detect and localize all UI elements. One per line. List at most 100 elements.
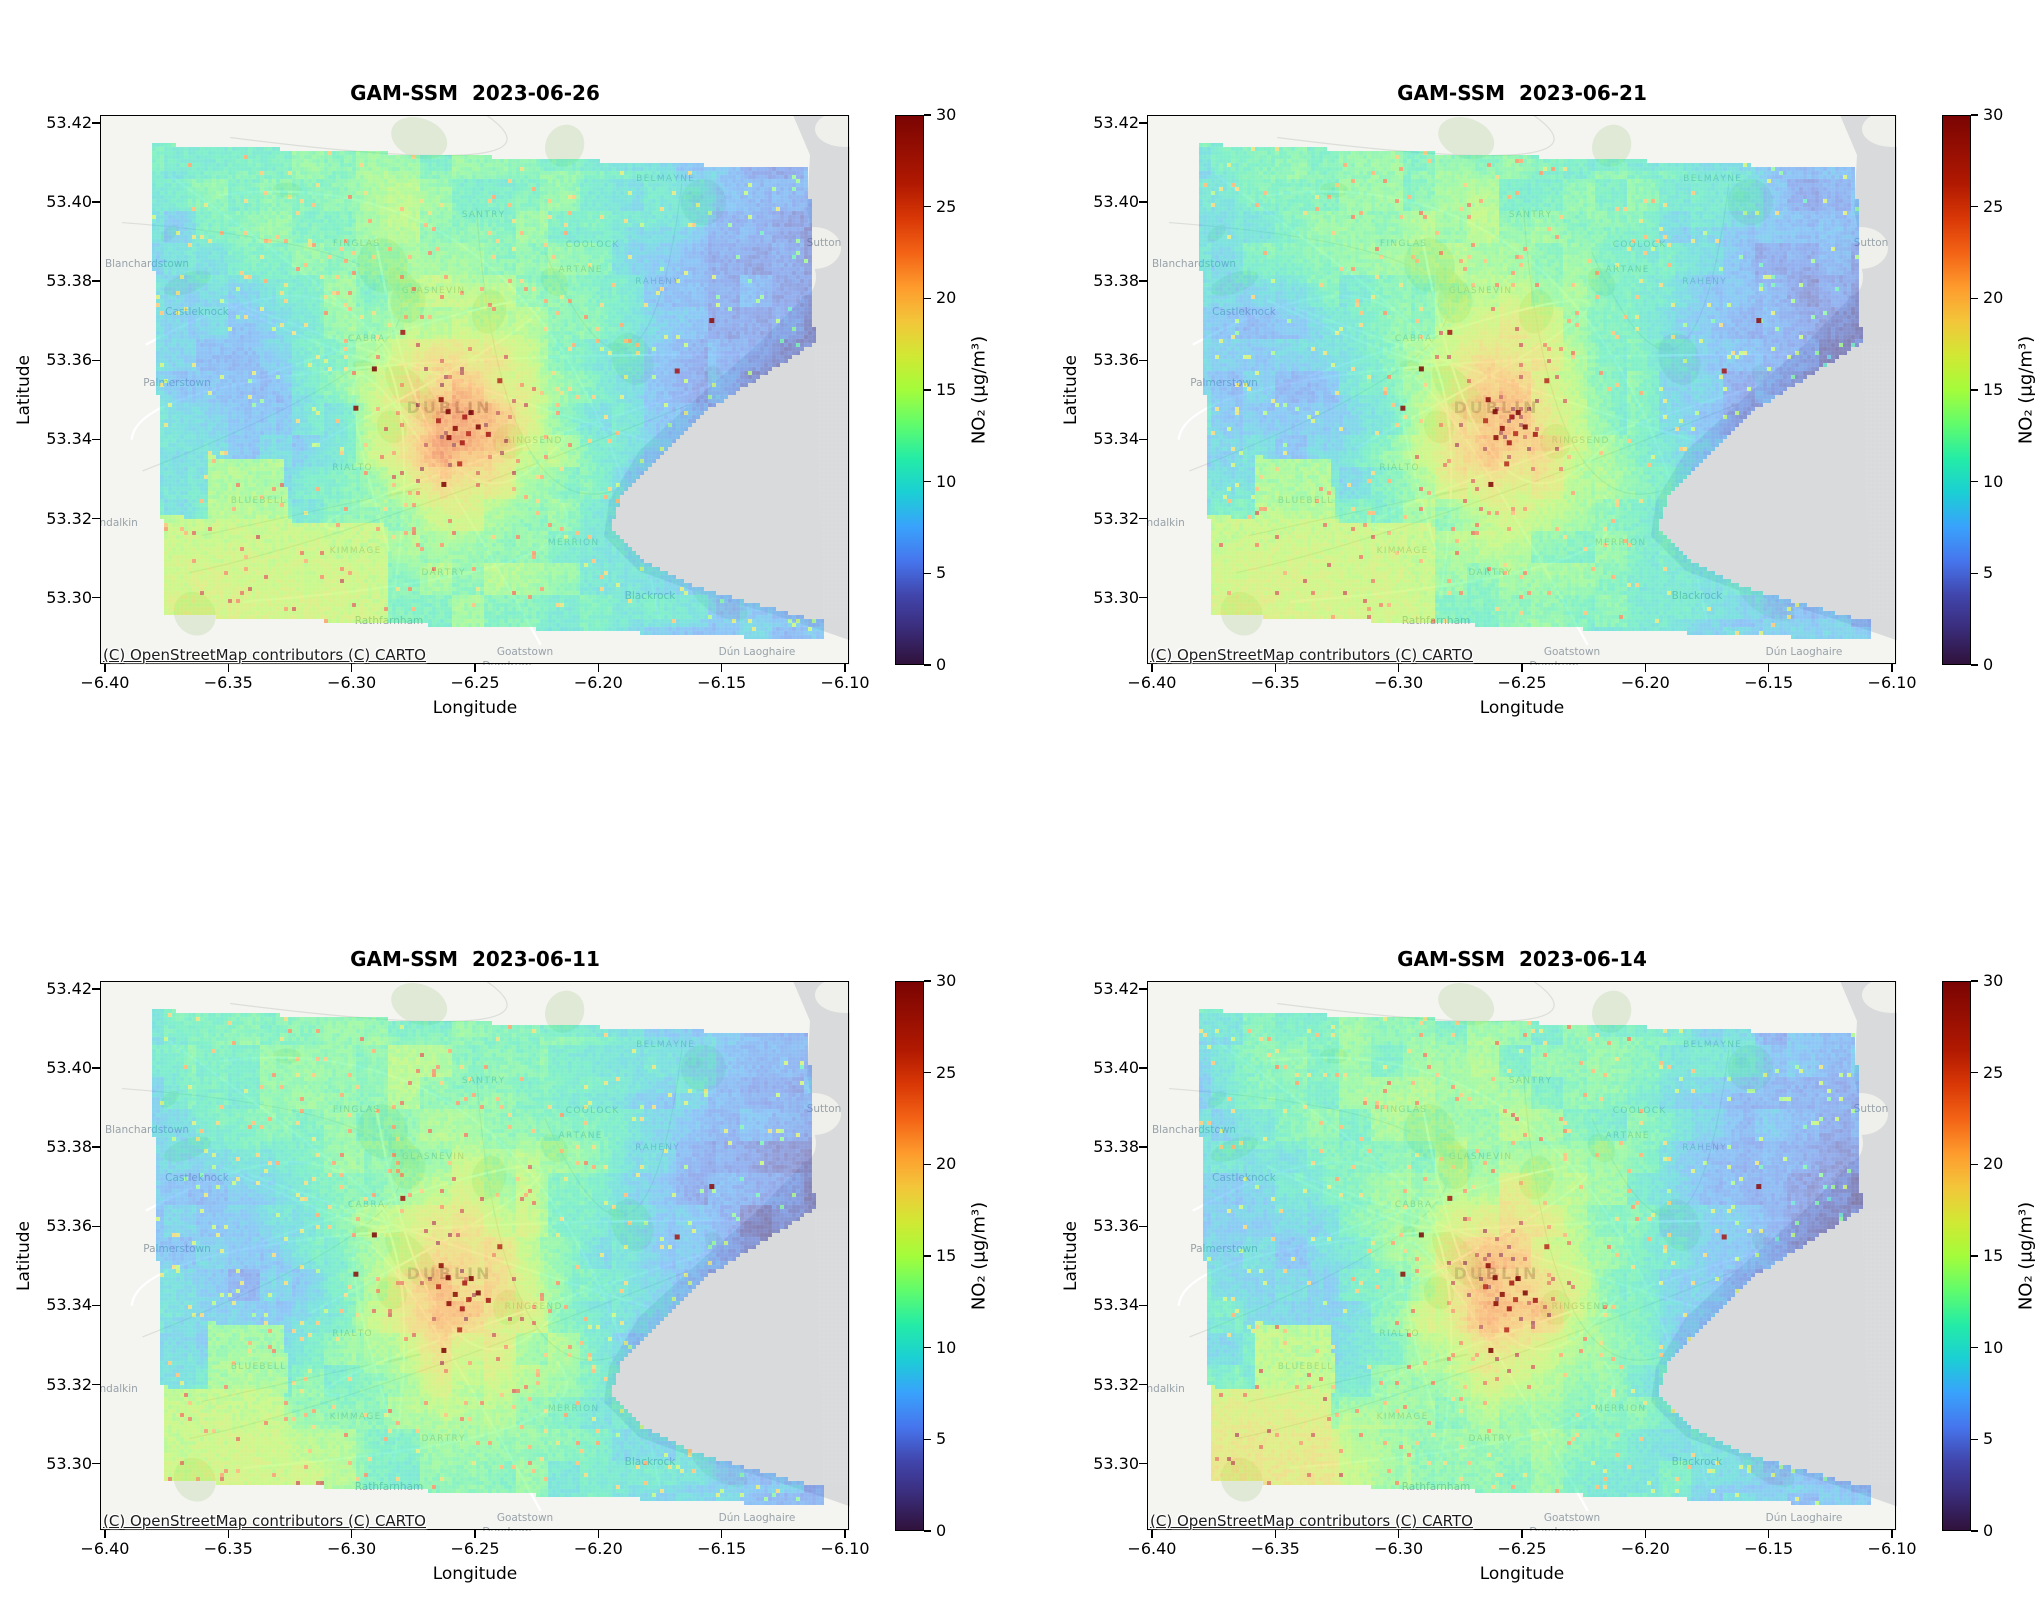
map-attribution: (C) OpenStreetMap contributors (C) CARTO [103, 1512, 426, 1530]
colorbar-tick-label: 20 [936, 288, 957, 308]
colorbar-tick-mark [1971, 297, 1978, 300]
colorbar-tick-label: 10 [936, 1337, 957, 1357]
y-tick-mark [1139, 517, 1147, 520]
x-tick-label: −6.40 [1127, 1539, 1177, 1558]
colorbar-tick-mark [924, 664, 931, 666]
x-tick-label: −6.25 [450, 673, 500, 692]
colorbar-tick-label: 10 [936, 471, 957, 491]
y-tick-label: 53.38 [46, 271, 92, 291]
x-tick-mark [1891, 664, 1893, 672]
x-tick-label: −6.15 [1744, 673, 1794, 692]
panel-title: GAM-SSM 2023-06-14 [1397, 947, 1647, 971]
y-tick-label: 53.36 [1093, 1216, 1139, 1236]
y-tick-mark [1139, 280, 1147, 282]
x-tick-label: −6.10 [820, 673, 870, 692]
x-tick-label: −6.40 [80, 673, 130, 692]
x-tick-mark [1397, 664, 1400, 672]
y-tick-label: 53.42 [1093, 112, 1139, 132]
y-tick-label: 53.38 [1093, 271, 1139, 291]
x-tick-label: −6.35 [1250, 673, 1300, 692]
y-tick-label: 53.32 [46, 508, 92, 528]
y-tick-label: 53.30 [46, 1453, 92, 1473]
y-tick-mark [1139, 1462, 1147, 1465]
colorbar-tick-label: 30 [936, 105, 957, 124]
x-tick-label: −6.30 [327, 1539, 377, 1558]
x-tick-mark [1274, 664, 1277, 672]
x-tick-label: −6.35 [203, 1539, 253, 1558]
x-tick-mark [720, 664, 723, 672]
x-axis-label: Longitude [1479, 1564, 1565, 1584]
x-tick-mark [1767, 664, 1770, 672]
colorbar-tick-mark [1971, 1255, 1978, 1257]
colorbar-tick-label: 10 [1983, 471, 2004, 491]
x-tick-mark [1151, 664, 1153, 672]
x-tick-label: −6.20 [573, 1539, 623, 1558]
x-tick-label: −6.20 [573, 673, 623, 692]
y-tick-mark [92, 438, 100, 441]
colorbar-tick-label: 20 [1983, 1154, 2004, 1174]
x-tick-mark [1521, 1530, 1523, 1538]
y-tick-mark [92, 1304, 100, 1307]
y-tick-mark [92, 122, 100, 124]
x-tick-mark [350, 664, 353, 672]
y-tick-label: 53.40 [1093, 1058, 1139, 1078]
y-tick-label: 53.38 [46, 1137, 92, 1157]
x-tick-mark [104, 1530, 106, 1538]
colorbar-tick-mark [924, 389, 931, 391]
x-tick-label: −6.25 [1497, 673, 1547, 692]
x-tick-mark [474, 664, 476, 672]
x-tick-label: −6.15 [697, 1539, 747, 1558]
y-tick-mark [1139, 1383, 1147, 1386]
y-tick-mark [1139, 438, 1147, 441]
y-tick-mark [1139, 201, 1147, 203]
colorbar-tick-mark [1971, 980, 1978, 982]
colorbar-tick-label: 10 [1983, 1337, 2004, 1357]
panel-2023-06-11: GAM-SSM 2023-06-11 (C) OpenStreetMap con… [14, 947, 990, 1584]
map-attribution: (C) OpenStreetMap contributors (C) CARTO [1150, 1512, 1473, 1530]
colorbar [1942, 115, 1971, 665]
colorbar-tick-mark [924, 205, 931, 208]
x-tick-mark [350, 1530, 353, 1538]
colorbar [895, 981, 924, 1531]
x-tick-mark [1891, 1530, 1893, 1538]
y-tick-label: 53.34 [1093, 1295, 1139, 1315]
panel-2023-06-14: GAM-SSM 2023-06-14 (C) OpenStreetMap con… [1061, 947, 2037, 1584]
colorbar [895, 115, 924, 665]
colorbar-tick-mark [1971, 664, 1978, 666]
x-tick-label: −6.35 [1250, 1539, 1300, 1558]
y-tick-mark [1139, 122, 1147, 124]
x-axis-label: Longitude [1479, 698, 1565, 718]
colorbar-tick-mark [924, 114, 931, 116]
map-canvas [100, 981, 850, 1531]
y-tick-label: 53.40 [46, 1058, 92, 1078]
map-attribution: (C) OpenStreetMap contributors (C) CARTO [1150, 646, 1473, 664]
colorbar-tick-mark [924, 1255, 931, 1257]
map-canvas [1147, 115, 1897, 665]
x-tick-label: −6.40 [1127, 673, 1177, 692]
colorbar-tick-label: 25 [936, 1062, 957, 1082]
y-tick-mark [1139, 1146, 1147, 1148]
panel-2023-06-26: GAM-SSM 2023-06-26 (C) OpenStreetMap con… [14, 81, 990, 718]
colorbar-tick-label: 25 [936, 196, 957, 216]
y-tick-mark [92, 1225, 100, 1228]
x-tick-mark [1397, 1530, 1400, 1538]
colorbar-tick-label: 0 [1983, 655, 1994, 674]
colorbar [1942, 981, 1971, 1531]
colorbar-tick-label: 30 [1983, 971, 2004, 990]
x-tick-mark [1767, 1530, 1770, 1538]
y-tick-mark [92, 596, 100, 599]
colorbar-tick-mark [1971, 1530, 1978, 1532]
colorbar-tick-mark [1971, 389, 1978, 391]
x-tick-mark [104, 664, 106, 672]
panel-title: GAM-SSM 2023-06-11 [350, 947, 600, 971]
y-tick-label: 53.32 [1093, 1374, 1139, 1394]
y-tick-label: 53.36 [46, 1216, 92, 1236]
y-tick-mark [92, 280, 100, 282]
colorbar-tick-mark [924, 480, 931, 483]
y-tick-mark [92, 988, 100, 990]
x-tick-mark [597, 1530, 600, 1538]
colorbar-tick-mark [924, 572, 931, 575]
y-tick-mark [1139, 359, 1147, 362]
x-tick-mark [1644, 664, 1647, 672]
